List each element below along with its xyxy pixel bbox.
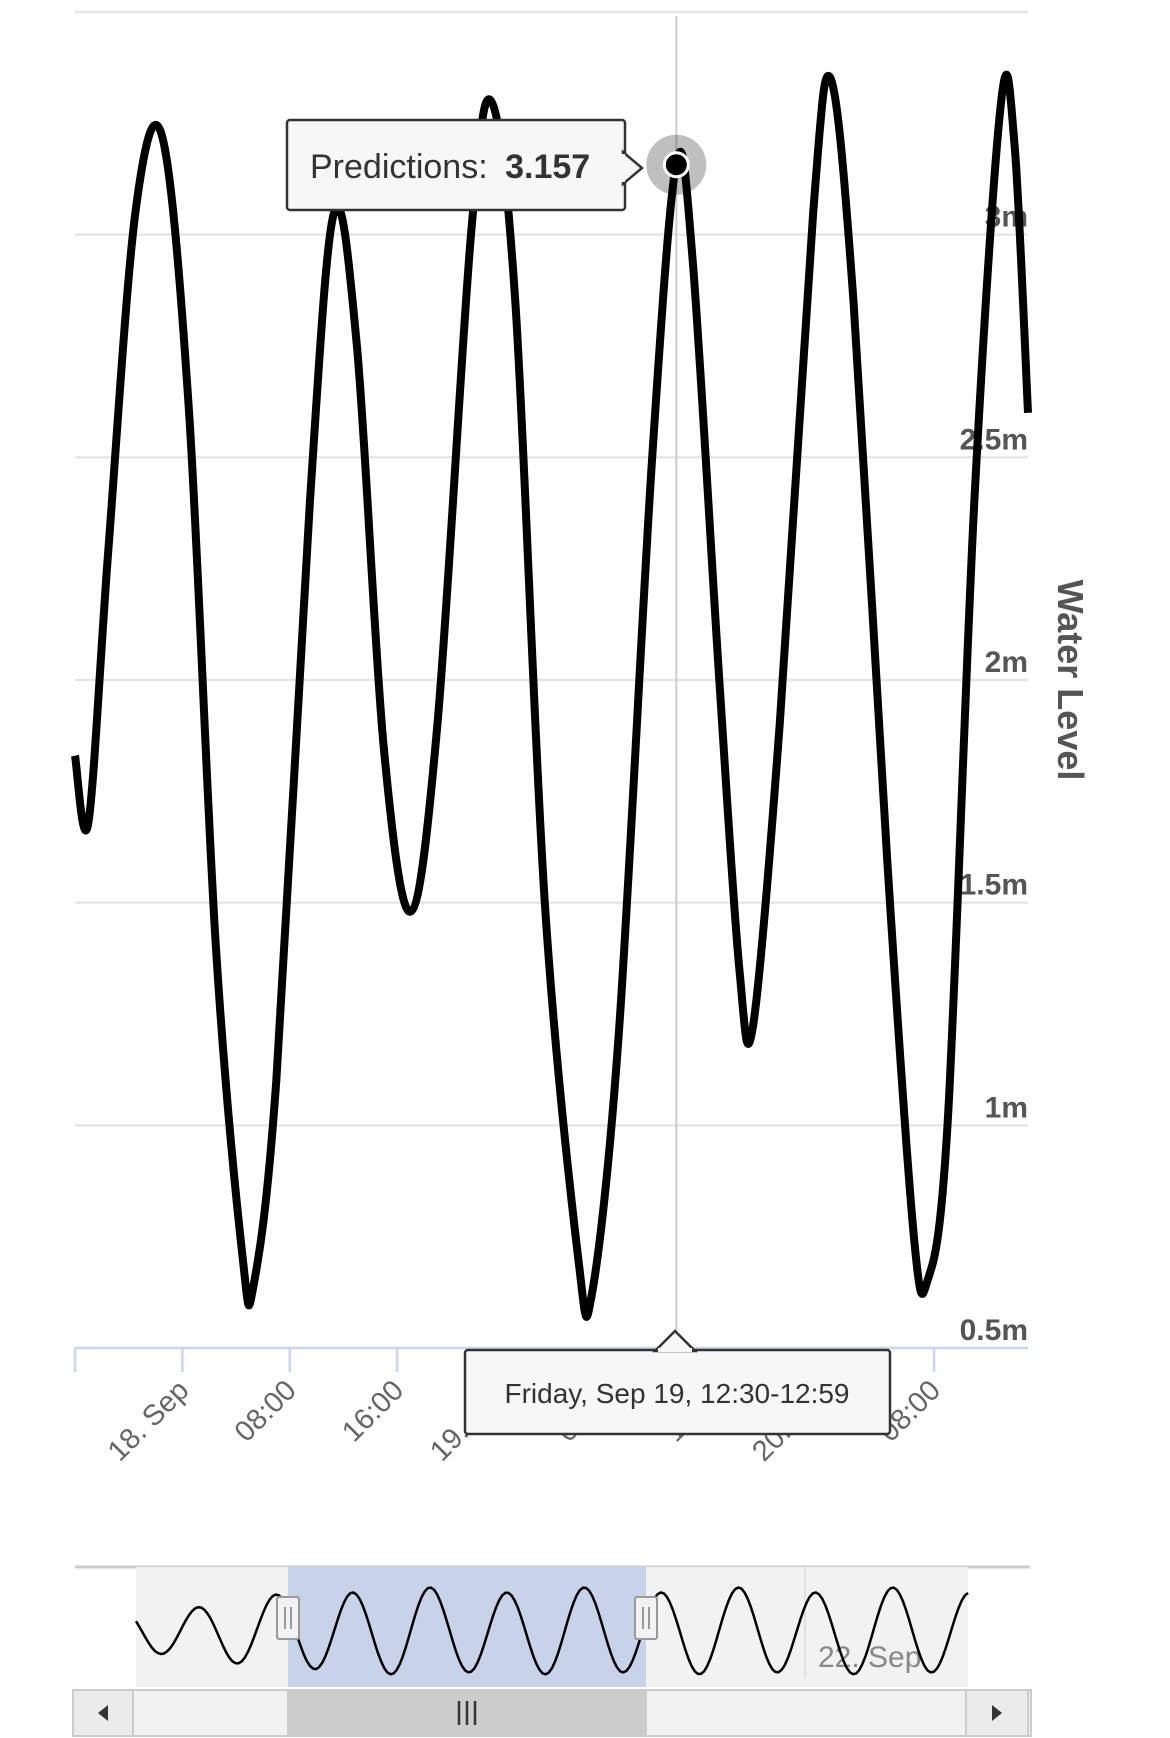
date-tooltip: Friday, Sep 19, 12:30-12:59: [463, 1329, 892, 1436]
navigator-handle-right[interactable]: [634, 1596, 658, 1640]
navigator-line: [134, 1586, 969, 1676]
scroll-right-button[interactable]: [965, 1689, 1029, 1737]
navigator-mask-left: [136, 1567, 288, 1687]
tooltip-series-label: Predictions:: [310, 148, 488, 186]
y-tick-label: 0.5m: [960, 1314, 1028, 1347]
scroll-left-button[interactable]: [72, 1689, 134, 1737]
navigator[interactable]: 22. Sep: [75, 1565, 1030, 1687]
x-tick-label: 08:00: [229, 1374, 303, 1448]
tooltip-date: Friday, Sep 19, 12:30-12:59: [504, 1378, 849, 1409]
scrollbar-grip-icon: [457, 1701, 477, 1725]
tooltip-value: 3.157: [505, 148, 590, 186]
navigator-mask-right: [646, 1567, 968, 1687]
value-tooltip: Predictions: 3.157: [285, 118, 644, 212]
x-tick-label: 16:00: [336, 1374, 410, 1448]
y-axis-title: Water Level: [1050, 580, 1091, 781]
marker-point: [662, 151, 690, 179]
series-predictions[interactable]: [71, 70, 1032, 1321]
scrollbar[interactable]: [72, 1689, 1032, 1737]
navigator-series: [134, 1586, 969, 1676]
hover-marker: [646, 134, 707, 195]
svg-text:Predictions: 3.157: Predictions: 3.157: [310, 148, 590, 186]
navigator-selected-range[interactable]: [288, 1567, 646, 1687]
y-tick-label: 1.5m: [960, 869, 1028, 902]
navigator-handle-left[interactable]: [276, 1596, 300, 1640]
y-tick-label: 2.5m: [960, 423, 1028, 456]
series-line[interactable]: [71, 70, 1032, 1321]
arrow-right-icon: [992, 1705, 1002, 1721]
arrow-left-icon: [98, 1705, 108, 1721]
y-tick-label: 1m: [985, 1091, 1028, 1124]
y-grid: [75, 10, 1028, 1350]
x-tick-label: 18. Sep: [102, 1374, 195, 1467]
y-tick-label: 2m: [985, 646, 1028, 679]
